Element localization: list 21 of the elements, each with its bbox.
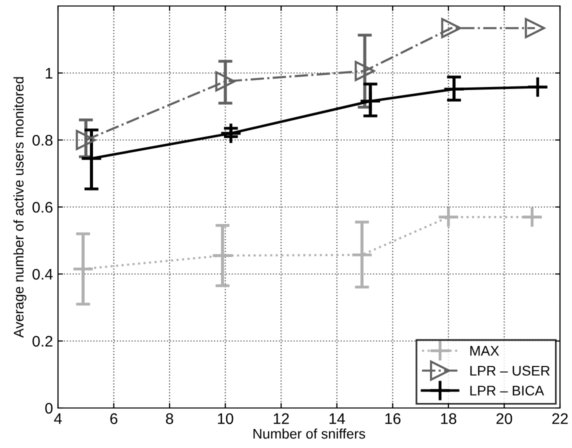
x-tick-label: 10 bbox=[218, 413, 234, 424]
y-tick-label: 0.8 bbox=[32, 134, 52, 146]
x-tick-label: 4 bbox=[54, 413, 62, 424]
y-tick-label: 1 bbox=[46, 68, 52, 79]
x-tick-label: 18 bbox=[441, 413, 456, 424]
x-tick-label: 16 bbox=[385, 413, 400, 424]
x-axis-title: Number of sniffers bbox=[254, 428, 366, 439]
x-tick-label: 14 bbox=[330, 413, 345, 424]
y-tick-label: 0.6 bbox=[32, 202, 52, 213]
legend-label: MAX bbox=[470, 346, 500, 356]
y-tick-label: 0.4 bbox=[32, 268, 53, 280]
x-tick-label: 6 bbox=[110, 413, 118, 424]
x-tick-label: 22 bbox=[552, 413, 568, 424]
y-tick-label: 0 bbox=[45, 402, 53, 414]
legend-label: LPR – USER bbox=[470, 366, 550, 376]
x-tick-label: 20 bbox=[496, 413, 512, 424]
x-tick-label: 8 bbox=[166, 413, 174, 424]
y-axis-title: Average number of active users monitored bbox=[13, 77, 26, 338]
legend-label: LPR – BICA bbox=[470, 386, 544, 396]
y-tick-label: 0.2 bbox=[32, 336, 52, 347]
x-tick-label: 12 bbox=[274, 413, 289, 424]
